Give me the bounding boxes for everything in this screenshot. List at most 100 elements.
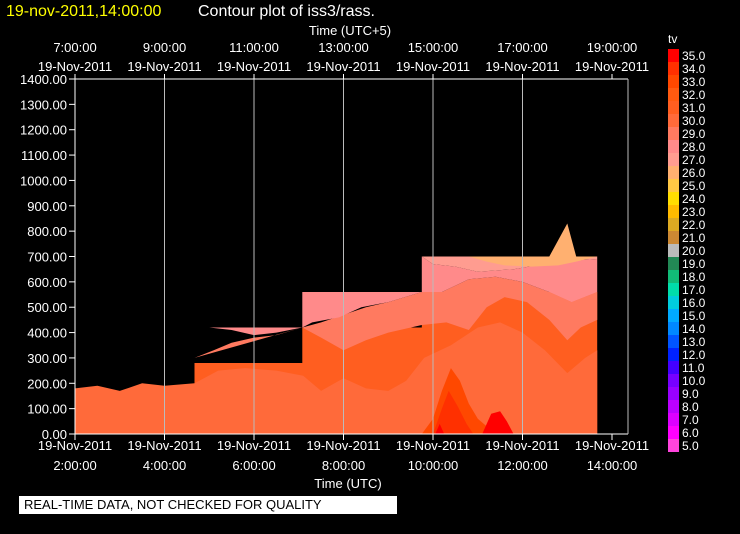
bottom-tick-time-label: 14:00:00 bbox=[587, 458, 638, 473]
colorbar-swatch-16.0 bbox=[668, 296, 679, 309]
y-tick-label: 800.00 bbox=[27, 224, 67, 239]
colorbar-swatch-28.0 bbox=[668, 140, 679, 153]
bottom-tick-time-label: 6:00:00 bbox=[232, 458, 275, 473]
y-tick-label: 700.00 bbox=[27, 250, 67, 265]
colorbar-level-label: 30.0 bbox=[682, 114, 706, 128]
y-tick-label: 1400.00 bbox=[20, 72, 67, 87]
contour-band-5 bbox=[468, 223, 598, 267]
y-axis: 0.00 100.00 200.00 300.00 400.00 500.00 600.00… bbox=[20, 72, 75, 442]
colorbar-swatch-29.0 bbox=[668, 127, 679, 140]
colorbar-swatch-34.0 bbox=[668, 62, 679, 75]
y-tick-label: 1100.00 bbox=[21, 148, 67, 163]
bottom-tick-date-label: 19-Nov-2011 bbox=[38, 438, 112, 453]
top-tick-time-label: 19:00:00 bbox=[587, 40, 638, 55]
bottom-tick-date-label: 19-Nov-2011 bbox=[575, 438, 649, 453]
colorbar-swatch-19.0 bbox=[668, 257, 679, 270]
colorbar-level-label: 18.0 bbox=[682, 270, 706, 284]
colorbar-level-label: 23.0 bbox=[682, 205, 706, 219]
colorbar-swatch-32.0 bbox=[668, 88, 679, 101]
colorbar-level-label: 11.0 bbox=[682, 361, 705, 375]
colorbar-swatch-30.0 bbox=[668, 114, 679, 127]
top-tick-time-label: 11:00:00 bbox=[229, 40, 279, 55]
y-tick-label: 500.00 bbox=[27, 300, 67, 315]
top-tick-date-label: 19-Nov-2011 bbox=[485, 59, 559, 74]
bottom-tick-time-label: 4:00:00 bbox=[143, 458, 186, 473]
colorbar-swatch-18.0 bbox=[668, 270, 679, 283]
colorbar-level-label: 34.0 bbox=[682, 62, 706, 76]
bottom-tick-date-label: 19-Nov-2011 bbox=[485, 438, 559, 453]
colorbar-swatch-11.0 bbox=[668, 361, 679, 374]
colorbar-level-label: 15.0 bbox=[682, 309, 706, 323]
colorbar-level-label: 21.0 bbox=[682, 231, 706, 245]
colorbar-level-label: 20.0 bbox=[682, 244, 706, 258]
top-tick-time-label: 17:00:00 bbox=[497, 40, 548, 55]
colorbar-swatch-17.0 bbox=[668, 283, 679, 296]
colorbar: 35.034.033.032.031.030.029.028.027.026.0… bbox=[668, 49, 706, 453]
bottom-time-axis: 19-Nov-2011 2:00:00 19-Nov-2011 4:00:00 19-N… bbox=[38, 434, 649, 473]
colorbar-level-label: 28.0 bbox=[682, 140, 706, 154]
contour-plot-area bbox=[75, 223, 598, 434]
y-tick-label: 1300.00 bbox=[20, 97, 67, 112]
colorbar-swatch-24.0 bbox=[668, 192, 679, 205]
colorbar-swatch-22.0 bbox=[668, 218, 679, 231]
colorbar-swatch-9.0 bbox=[668, 387, 679, 400]
top-tick-date-label: 19-Nov-2011 bbox=[306, 59, 380, 74]
quality-notice-box bbox=[19, 496, 397, 514]
top-axis-title: Time (UTC+5) bbox=[309, 23, 391, 38]
y-tick-label: 0.00 bbox=[42, 427, 67, 442]
colorbar-swatch-5.0 bbox=[668, 439, 679, 452]
y-tick-label: 1000.00 bbox=[20, 173, 67, 188]
y-tick-label: 900.00 bbox=[27, 199, 67, 214]
y-tick-label: 600.00 bbox=[27, 275, 67, 290]
colorbar-level-label: 33.0 bbox=[682, 75, 706, 89]
bottom-tick-date-label: 19-Nov-2011 bbox=[396, 438, 470, 453]
colorbar-swatch-31.0 bbox=[668, 101, 679, 114]
top-tick-date-label: 19-Nov-2011 bbox=[575, 59, 649, 74]
bottom-tick-time-label: 2:00:00 bbox=[53, 458, 96, 473]
y-tick-label: 100.00 bbox=[27, 402, 67, 417]
colorbar-level-label: 31.0 bbox=[682, 101, 706, 115]
bottom-tick-time-label: 12:00:00 bbox=[497, 458, 548, 473]
top-tick-time-label: 13:00:00 bbox=[318, 40, 369, 55]
top-tick-time-label: 9:00:00 bbox=[143, 40, 186, 55]
colorbar-label: tv bbox=[668, 32, 677, 46]
top-tick-time-label: 7:00:00 bbox=[53, 40, 96, 55]
colorbar-level-label: 17.0 bbox=[682, 283, 706, 297]
colorbar-swatch-6.0 bbox=[668, 426, 679, 439]
top-tick-date-label: 19-Nov-2011 bbox=[217, 59, 291, 74]
colorbar-swatch-27.0 bbox=[668, 153, 679, 166]
contour-band-9 bbox=[482, 411, 514, 434]
colorbar-level-label: 6.0 bbox=[682, 426, 699, 440]
colorbar-swatch-10.0 bbox=[668, 374, 679, 387]
colorbar-swatch-21.0 bbox=[668, 231, 679, 244]
y-tick-label: 300.00 bbox=[27, 351, 67, 366]
colorbar-level-label: 32.0 bbox=[682, 88, 706, 102]
bottom-tick-time-label: 10:00:00 bbox=[408, 458, 459, 473]
bottom-tick-date-label: 19-Nov-2011 bbox=[306, 438, 380, 453]
colorbar-swatch-25.0 bbox=[668, 179, 679, 192]
top-tick-time-label: 15:00:00 bbox=[408, 40, 459, 55]
colorbar-level-label: 12.0 bbox=[682, 348, 706, 362]
colorbar-swatch-7.0 bbox=[668, 413, 679, 426]
contour-band-3 bbox=[194, 256, 598, 336]
colorbar-swatch-23.0 bbox=[668, 205, 679, 218]
colorbar-level-label: 25.0 bbox=[682, 179, 706, 193]
colorbar-level-label: 29.0 bbox=[682, 127, 706, 141]
colorbar-level-label: 35.0 bbox=[682, 49, 706, 63]
grid-lines bbox=[164, 79, 523, 434]
colorbar-swatch-12.0 bbox=[668, 348, 679, 361]
quality-notice: REAL-TIME DATA, NOT CHECKED FOR QUALITY bbox=[24, 497, 322, 512]
plot-timestamp: 19-nov-2011,14:00:00 bbox=[6, 3, 161, 20]
colorbar-swatch-20.0 bbox=[668, 244, 679, 257]
colorbar-swatch-35.0 bbox=[668, 49, 679, 62]
plot-axes bbox=[74, 78, 629, 440]
colorbar-level-label: 9.0 bbox=[682, 387, 699, 401]
colorbar-level-label: 26.0 bbox=[682, 166, 706, 180]
colorbar-swatch-26.0 bbox=[668, 166, 679, 179]
colorbar-swatch-14.0 bbox=[668, 322, 679, 335]
bottom-tick-time-label: 8:00:00 bbox=[322, 458, 365, 473]
bottom-tick-date-label: 19-Nov-2011 bbox=[127, 438, 201, 453]
y-tick-label: 1200.00 bbox=[20, 123, 67, 138]
colorbar-swatch-15.0 bbox=[668, 309, 679, 322]
